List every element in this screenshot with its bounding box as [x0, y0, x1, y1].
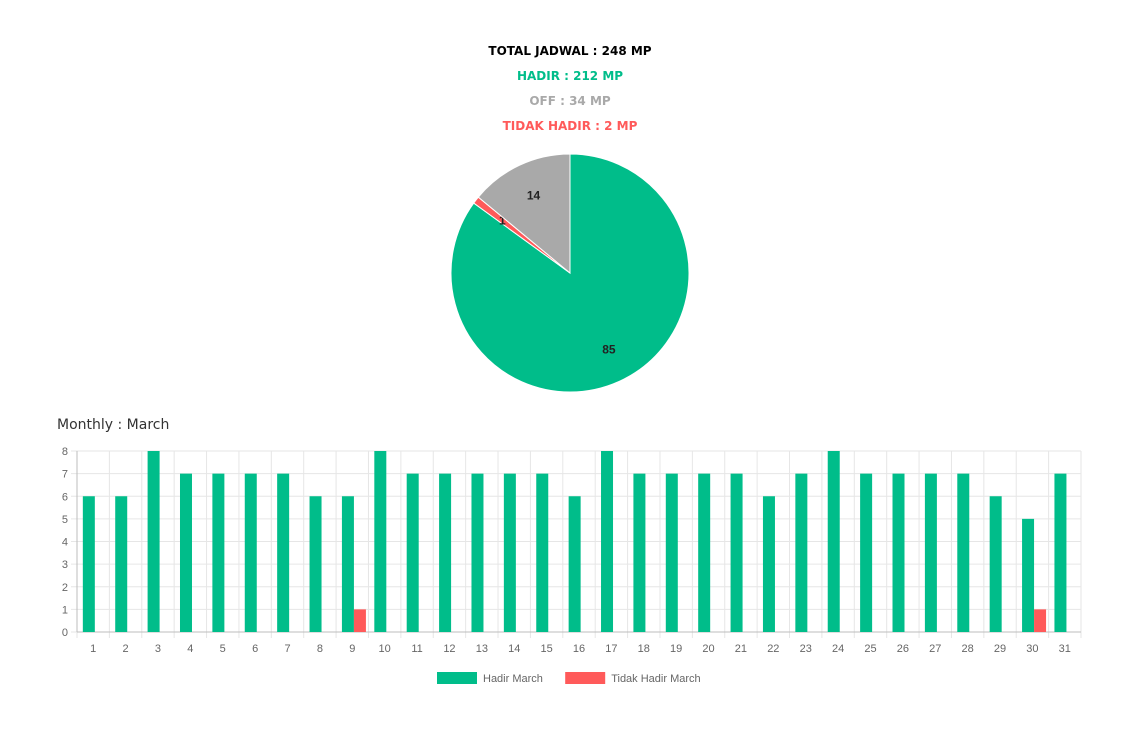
- bar-hadir-march-day-27[interactable]: [924, 473, 937, 632]
- bar-hadir-march-day-11[interactable]: [406, 473, 419, 632]
- x-tick-label: 8: [317, 643, 323, 655]
- legend-label[interactable]: Tidak Hadir March: [611, 673, 700, 685]
- bar-hadir-march-day-13[interactable]: [471, 473, 484, 632]
- x-tick-label: 14: [508, 643, 520, 655]
- bar-tidak-hadir-march-day-9[interactable]: [353, 609, 366, 632]
- y-tick-label: 2: [62, 582, 68, 594]
- x-tick-label: 21: [735, 643, 747, 655]
- monthly-bar-chart: 0 1 2 3 4 5 6 7 8 1 2 3 4 5 6 7 8 9 10 11 12 13 14 15 16 17 18 19 20…: [0, 440, 1140, 700]
- bar-hadir-march-day-2[interactable]: [115, 496, 128, 632]
- total-schedule-label: TOTAL JADWAL : 248 MP: [488, 44, 652, 58]
- x-tick-label: 2: [123, 643, 129, 655]
- x-tick-label: 23: [800, 643, 812, 655]
- bar-hadir-march-day-12[interactable]: [439, 473, 452, 632]
- x-tick-label: 11: [411, 643, 422, 655]
- bar-hadir-march-day-5[interactable]: [212, 473, 225, 632]
- bar-hadir-march-day-30[interactable]: [1022, 518, 1035, 632]
- x-tick-label: 5: [220, 643, 226, 655]
- x-tick-label: 6: [252, 643, 258, 655]
- x-tick-label: 28: [962, 643, 974, 655]
- pie-data-label: 85: [602, 342, 616, 356]
- x-tick-label: 3: [155, 643, 161, 655]
- y-tick-label: 6: [62, 491, 68, 503]
- bar-hadir-march-day-29[interactable]: [989, 496, 1002, 632]
- bar-hadir-march-day-1[interactable]: [82, 496, 95, 632]
- bar-hadir-march-day-4[interactable]: [179, 473, 192, 632]
- tidak-hadir-label: TIDAK HADIR : 2 MP: [502, 119, 638, 133]
- x-tick-label: 1: [90, 643, 96, 655]
- bar-hadir-march-day-31[interactable]: [1054, 473, 1067, 632]
- bar-hadir-march-day-24[interactable]: [827, 451, 840, 632]
- y-tick-label: 1: [62, 604, 68, 616]
- y-tick-label: 7: [62, 469, 68, 481]
- y-tick-label: 8: [62, 446, 68, 458]
- bar-hadir-march-day-16[interactable]: [568, 496, 581, 632]
- bar-hadir-march-day-10[interactable]: [374, 451, 387, 632]
- y-tick-label: 0: [62, 627, 68, 639]
- x-tick-label: 22: [767, 643, 779, 655]
- bar-hadir-march-day-18[interactable]: [633, 473, 646, 632]
- bar-hadir-march-day-22[interactable]: [762, 496, 775, 632]
- x-tick-label: 20: [702, 643, 714, 655]
- x-tick-label: 9: [349, 643, 355, 655]
- bar-hadir-march-day-17[interactable]: [601, 451, 614, 632]
- bar-hadir-march-day-26[interactable]: [892, 473, 905, 632]
- x-tick-label: 13: [476, 643, 488, 655]
- pie-slice-off[interactable]: [477, 153, 571, 275]
- x-tick-label: 29: [994, 643, 1006, 655]
- pie-data-label: 14: [527, 188, 541, 202]
- x-tick-label: 7: [284, 643, 290, 655]
- bar-hadir-march-day-3[interactable]: [147, 451, 160, 632]
- off-label: OFF : 34 MP: [529, 94, 611, 108]
- bar-hadir-march-day-15[interactable]: [536, 473, 549, 632]
- y-tick-label: 5: [62, 514, 68, 526]
- y-tick-label: 3: [62, 559, 68, 571]
- bar-hadir-march-day-23[interactable]: [795, 473, 808, 632]
- bar-hadir-march-day-21[interactable]: [730, 473, 743, 632]
- x-tick-label: 12: [443, 643, 455, 655]
- x-tick-label: 19: [670, 643, 682, 655]
- x-tick-label: 25: [864, 643, 876, 655]
- bar-hadir-march-day-7[interactable]: [277, 473, 290, 632]
- x-tick-label: 30: [1026, 643, 1038, 655]
- legend-swatch[interactable]: [437, 672, 477, 684]
- pie-data-label: 1: [499, 213, 506, 227]
- x-tick-label: 31: [1059, 643, 1071, 655]
- bar-hadir-march-day-9[interactable]: [341, 496, 354, 632]
- bar-hadir-march-day-20[interactable]: [698, 473, 711, 632]
- x-tick-label: 26: [897, 643, 909, 655]
- pie-svg: 85 1 14: [450, 153, 690, 393]
- monthly-chart-title: Monthly : March: [57, 417, 170, 433]
- bar-hadir-march-day-28[interactable]: [957, 473, 970, 632]
- x-tick-label: 24: [832, 643, 844, 655]
- x-tick-label: 27: [929, 643, 941, 655]
- x-tick-label: 18: [638, 643, 650, 655]
- bar-hadir-march-day-25[interactable]: [860, 473, 873, 632]
- bar-hadir-march-day-14[interactable]: [503, 473, 516, 632]
- x-tick-label: 10: [379, 643, 391, 655]
- x-tick-label: 4: [187, 643, 193, 655]
- y-tick-label: 4: [62, 537, 68, 549]
- legend-label[interactable]: Hadir March: [483, 673, 543, 685]
- bar-tidak-hadir-march-day-30[interactable]: [1034, 609, 1047, 632]
- bar-hadir-march-day-6[interactable]: [244, 473, 257, 632]
- x-tick-label: 16: [573, 643, 585, 655]
- x-tick-label: 15: [540, 643, 552, 655]
- x-tick-label: 17: [605, 643, 617, 655]
- hadir-label: HADIR : 212 MP: [516, 69, 624, 83]
- bar-hadir-march-day-19[interactable]: [665, 473, 678, 632]
- bar-hadir-march-day-8[interactable]: [309, 496, 322, 632]
- legend-swatch[interactable]: [565, 672, 606, 684]
- attendance-pie-chart: 85 1 14: [440, 145, 700, 405]
